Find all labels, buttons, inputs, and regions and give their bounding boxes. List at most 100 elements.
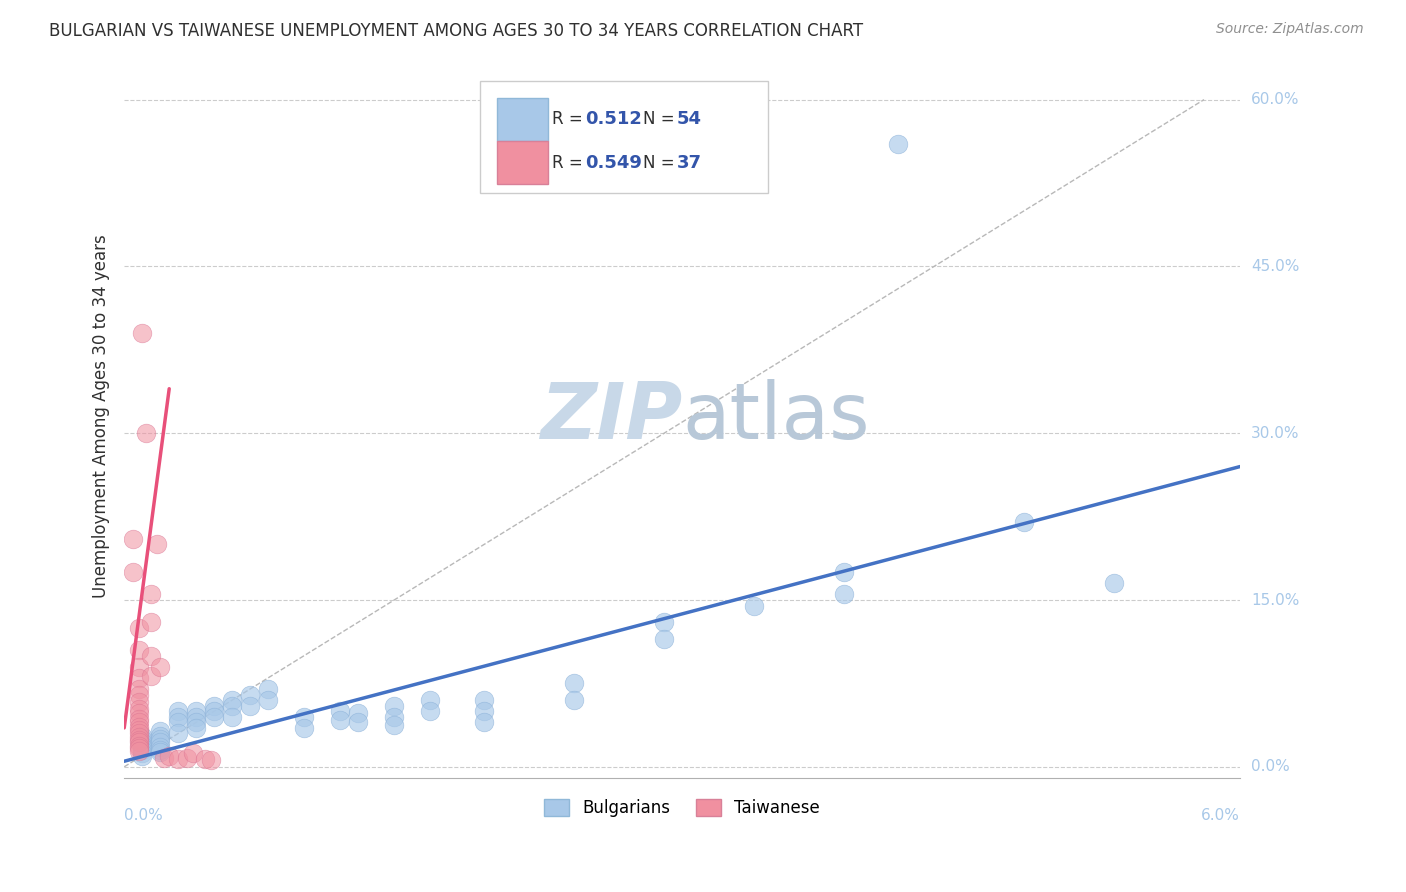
Text: 45.0%: 45.0% xyxy=(1251,259,1299,274)
Point xyxy=(202,698,225,713)
Point xyxy=(652,632,675,646)
Point xyxy=(472,704,495,718)
Point xyxy=(149,735,172,749)
Text: 37: 37 xyxy=(676,153,702,171)
Point xyxy=(128,744,150,758)
Point xyxy=(329,704,352,718)
Point xyxy=(202,710,225,724)
Text: R =: R = xyxy=(551,111,588,128)
Point xyxy=(128,723,150,738)
Point xyxy=(131,748,153,763)
Point xyxy=(194,752,217,766)
Point xyxy=(181,747,204,761)
Point xyxy=(141,587,163,601)
Point xyxy=(131,326,153,340)
Point xyxy=(167,752,190,766)
Point xyxy=(128,739,150,753)
Point xyxy=(186,704,208,718)
Point xyxy=(128,643,150,657)
Text: Source: ZipAtlas.com: Source: ZipAtlas.com xyxy=(1216,22,1364,37)
Point xyxy=(128,706,150,721)
Point xyxy=(472,715,495,730)
Point xyxy=(122,532,145,546)
Text: 0.0%: 0.0% xyxy=(124,808,163,823)
Point xyxy=(131,729,153,743)
Point xyxy=(131,739,153,754)
Text: ZIP: ZIP xyxy=(540,378,682,455)
Point xyxy=(887,137,910,152)
Point xyxy=(128,740,150,755)
Text: 15.0%: 15.0% xyxy=(1251,592,1299,607)
Point xyxy=(157,748,180,763)
Point xyxy=(167,710,190,724)
Point xyxy=(562,693,585,707)
Text: 0.0%: 0.0% xyxy=(1251,759,1289,774)
Point xyxy=(128,733,150,747)
Point xyxy=(145,537,167,551)
Point xyxy=(186,710,208,724)
Point xyxy=(652,615,675,630)
Point xyxy=(419,704,441,718)
Point xyxy=(562,676,585,690)
Point xyxy=(472,693,495,707)
Point xyxy=(128,659,150,673)
Point xyxy=(186,721,208,735)
Point xyxy=(742,599,765,613)
Point xyxy=(176,751,198,765)
Point xyxy=(131,738,153,752)
Text: 6.0%: 6.0% xyxy=(1201,808,1240,823)
Point xyxy=(239,688,262,702)
Y-axis label: Unemployment Among Ages 30 to 34 years: Unemployment Among Ages 30 to 34 years xyxy=(93,235,110,599)
Point xyxy=(347,706,370,721)
Point xyxy=(128,726,150,740)
Text: 54: 54 xyxy=(676,111,702,128)
Point xyxy=(167,704,190,718)
Point xyxy=(153,751,176,765)
Point xyxy=(128,621,150,635)
Legend: Bulgarians, Taiwanese: Bulgarians, Taiwanese xyxy=(537,792,827,824)
Text: N =: N = xyxy=(643,153,681,171)
Text: 60.0%: 60.0% xyxy=(1251,92,1299,107)
Point xyxy=(221,693,243,707)
Text: 0.512: 0.512 xyxy=(585,111,643,128)
Point xyxy=(149,739,172,754)
Point xyxy=(832,565,855,579)
Point xyxy=(128,735,150,749)
Point xyxy=(135,426,157,441)
Text: 30.0%: 30.0% xyxy=(1251,425,1299,441)
Text: 0.549: 0.549 xyxy=(585,153,643,171)
Point xyxy=(347,715,370,730)
Point xyxy=(149,745,172,759)
Point xyxy=(200,753,222,767)
Point xyxy=(202,704,225,718)
Point xyxy=(141,615,163,630)
Point xyxy=(1102,576,1125,591)
Point xyxy=(239,698,262,713)
Point xyxy=(221,710,243,724)
Point xyxy=(141,668,163,682)
Point xyxy=(292,710,315,724)
Point xyxy=(149,659,172,673)
Point xyxy=(141,648,163,663)
Text: N =: N = xyxy=(643,111,681,128)
Point xyxy=(221,698,243,713)
Point xyxy=(128,671,150,685)
Point xyxy=(149,729,172,743)
Point xyxy=(167,726,190,740)
Point xyxy=(128,730,150,744)
Point xyxy=(382,698,405,713)
Point xyxy=(128,681,150,696)
Point xyxy=(128,688,150,702)
Point xyxy=(1012,515,1035,529)
Point xyxy=(128,715,150,730)
Point xyxy=(122,565,145,579)
Point xyxy=(128,720,150,734)
Point xyxy=(292,721,315,735)
Point xyxy=(257,693,280,707)
Point xyxy=(832,587,855,601)
Point xyxy=(149,731,172,746)
Point xyxy=(131,747,153,761)
Point xyxy=(419,693,441,707)
Text: R =: R = xyxy=(551,153,588,171)
Point xyxy=(149,724,172,739)
